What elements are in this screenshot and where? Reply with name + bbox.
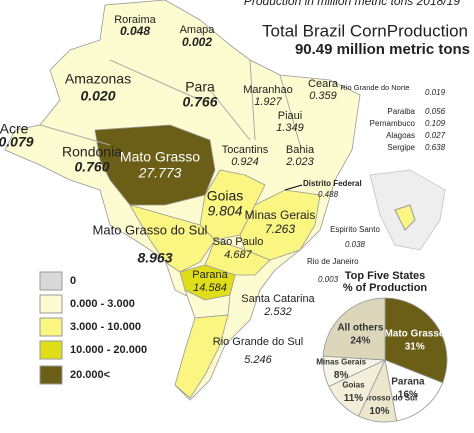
state-name: Mato Grasso bbox=[120, 149, 200, 165]
pie-value-label: 10% bbox=[369, 406, 389, 417]
state-name: Paraiba bbox=[387, 107, 415, 116]
minas-gerais-shape bbox=[239, 189, 321, 261]
state-value: 0.359 bbox=[309, 90, 337, 102]
state-name: Roraima bbox=[114, 14, 156, 26]
pie-value-label: 16% bbox=[398, 389, 418, 400]
state-borders bbox=[39, 59, 301, 146]
state-value: 0.488 bbox=[318, 190, 339, 199]
pie-value-label: 8% bbox=[334, 370, 349, 381]
pie-label: Parana bbox=[391, 376, 425, 387]
state-value: 0.027 bbox=[425, 131, 446, 140]
legend-label: 3.000 - 10.000 bbox=[70, 321, 141, 333]
pie-label: Mato Grasso bbox=[384, 328, 445, 339]
state-name: Ceara bbox=[308, 78, 339, 90]
legend-swatch bbox=[39, 294, 63, 314]
legend-swatch bbox=[39, 340, 63, 360]
legend-swatch bbox=[39, 271, 63, 291]
inset-highlight bbox=[394, 204, 416, 231]
pie-value-label: 31% bbox=[405, 341, 425, 352]
state-name: Sao Paulo bbox=[213, 236, 264, 248]
state-value: 0.924 bbox=[231, 156, 259, 168]
state-value: 0.020 bbox=[80, 88, 115, 104]
pie-slice bbox=[322, 297, 386, 361]
state-name: Espirito Santo bbox=[330, 225, 380, 234]
state-name: Rondonia bbox=[62, 144, 122, 160]
state-value: 0.048 bbox=[120, 24, 150, 38]
legend-label: 20.000< bbox=[70, 369, 110, 381]
state-name: Rio Grande do Norte bbox=[340, 83, 409, 92]
legend-swatch bbox=[39, 365, 63, 385]
legend-label: 10.000 - 20.000 bbox=[70, 344, 147, 356]
pie-label: Minas Gerais bbox=[316, 357, 366, 366]
state-name: Tocantins bbox=[222, 144, 269, 156]
state-value: 5.246 bbox=[244, 354, 272, 366]
state-name: Para bbox=[185, 79, 215, 95]
state-value: 0.109 bbox=[425, 119, 446, 128]
state-name: Parana bbox=[192, 269, 228, 281]
state-name: Piaui bbox=[278, 110, 302, 122]
total: 90.49 million metric tons bbox=[295, 41, 470, 58]
state-name: Santa Catarina bbox=[241, 293, 315, 305]
state-name: Amapa bbox=[180, 24, 216, 36]
pie-label: Goias bbox=[342, 381, 365, 390]
pie-chart: Mato Grasso 31% Parana 16%Mato Grosso do Su… bbox=[316, 297, 448, 423]
state-value: 0.638 bbox=[425, 143, 446, 152]
state-value: 9.804 bbox=[207, 203, 242, 219]
legend-label: 0.000 - 3.000 bbox=[70, 298, 135, 310]
state-value: 2.532 bbox=[263, 306, 292, 318]
state-name: Sergipe bbox=[387, 143, 415, 152]
state-value: 1.927 bbox=[254, 96, 282, 108]
state-labels: Roraima 0.048 Amapa 0.002 Amazonas 0.020… bbox=[0, 14, 446, 366]
state-value: 0.766 bbox=[182, 94, 217, 110]
mato-grasso-shape bbox=[94, 124, 216, 206]
state-name: Rio de Janeiro bbox=[307, 257, 359, 266]
state-name: Mato Grasso do Sul bbox=[93, 222, 208, 237]
pie-title: Top Five States% of Production bbox=[343, 270, 428, 294]
state-name: Acre bbox=[0, 121, 29, 137]
df-pointer bbox=[284, 184, 303, 191]
state-value: 2.023 bbox=[285, 156, 314, 168]
state-value: 0.019 bbox=[425, 88, 446, 97]
pie-value-label: 11% bbox=[344, 393, 364, 404]
state-value: 1.349 bbox=[276, 122, 304, 134]
pie-slice bbox=[384, 297, 448, 384]
state-name: Rio Grande do Sul bbox=[213, 336, 304, 348]
state-value: 0.038 bbox=[345, 240, 366, 249]
state-value: 0.079 bbox=[0, 134, 34, 150]
legend: 0 0.000 - 3.000 3.000 - 10.000 10.000 - … bbox=[39, 271, 147, 385]
pie-label: Mato Grosso do Sul bbox=[342, 393, 418, 402]
mato-grosso-do-sul-shape bbox=[129, 204, 216, 273]
state-name: Bahia bbox=[286, 144, 315, 156]
rio-grande-do-sul-shape bbox=[174, 314, 229, 399]
state-value: 0.760 bbox=[74, 159, 109, 175]
state-value: 8.963 bbox=[137, 250, 172, 266]
state-value: 7.263 bbox=[265, 222, 295, 236]
santa-catarina-shape bbox=[184, 289, 231, 319]
pie-value-label: 24% bbox=[350, 335, 370, 346]
state-value: 0.003 bbox=[318, 275, 339, 284]
state-value: 0.056 bbox=[425, 107, 446, 116]
pie-label: All others bbox=[337, 322, 384, 333]
state-value: 27.773 bbox=[138, 165, 182, 181]
legend-swatch bbox=[39, 317, 63, 337]
title: Total Brazil CornProduction bbox=[262, 21, 468, 40]
state-name: Distrito Federal bbox=[303, 179, 362, 188]
state-name: Amazonas bbox=[65, 71, 131, 87]
state-name: Goias bbox=[207, 188, 244, 204]
state-name: Minas Gerais bbox=[245, 208, 316, 222]
pie-slice bbox=[384, 359, 444, 422]
state-value: 4.687 bbox=[224, 249, 252, 261]
state-name: Alagoas bbox=[386, 131, 415, 140]
state-value: 0.002 bbox=[182, 35, 212, 49]
legend-label: 0 bbox=[70, 275, 76, 287]
state-name: Maranhao bbox=[243, 84, 293, 96]
state-value: 14.584 bbox=[193, 282, 227, 294]
state-name: Pernambuco bbox=[370, 119, 416, 128]
state-shapes bbox=[4, 0, 446, 401]
subtitle: Production in million metric tons 2018/1… bbox=[244, 0, 460, 8]
